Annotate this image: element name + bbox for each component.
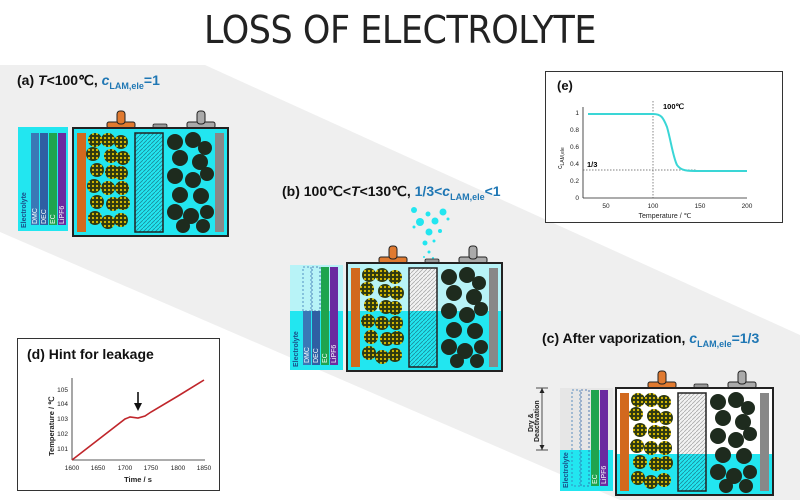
svg-text:1/3: 1/3 [587,160,597,169]
chart-e-plot: 0 0.2 0.4 0.6 0.8 1 50 100 150 200 Tempe… [557,101,753,220]
panel-a-label: (a) T<100℃, cLAM,ele=1 [17,72,160,91]
arrow-down-icon [134,392,142,411]
svg-text:0.6: 0.6 [570,144,579,151]
svg-text:Time / s: Time / s [124,475,152,484]
svg-text:cLAM,ele: cLAM,ele [557,147,566,169]
panel-c-label: (c) After vaporization, cLAM,ele=1/3 [542,330,760,349]
svg-text:0: 0 [575,195,579,202]
svg-text:EC: EC [592,474,599,484]
svg-text:1700: 1700 [118,465,133,472]
panel-d-title: (d) Hint for leakage [27,346,154,362]
svg-text:DEC: DEC [41,209,48,224]
panel-d-chart [17,338,220,491]
chart-d-plot: 101 102 103 104 105 1600 1650 1700 1750 … [47,378,212,484]
vapor-bubbles-icon [411,207,450,259]
panel-e-title: (e) [557,78,573,93]
svg-text:1750: 1750 [144,465,159,472]
svg-text:0.8: 0.8 [570,127,579,134]
svg-text:100℃: 100℃ [663,102,685,111]
svg-text:102: 102 [57,431,68,438]
svg-text:LiPF6: LiPF6 [59,206,66,224]
svg-text:150: 150 [695,203,706,210]
svg-text:0.2: 0.2 [570,178,579,185]
dry-deactivation-bracket: Dry & Deactivation [528,387,548,451]
svg-text:104: 104 [57,401,68,408]
svg-text:0.4: 0.4 [570,161,579,168]
battery-cell-a: Electrolyte DMC DEC EC LiPF6 [18,110,229,237]
svg-text:1800: 1800 [171,465,186,472]
svg-text:Electrolyte: Electrolyte [21,192,28,228]
svg-text:1650: 1650 [91,465,106,472]
svg-text:Dry &: Dry & [528,413,535,432]
electrolyte-legend-c: Electrolyte EC LiPF6 [560,388,613,491]
svg-text:50: 50 [602,203,610,210]
svg-text:DEC: DEC [313,348,320,363]
svg-text:100: 100 [648,203,659,210]
panel-b-label: (b) 100℃<T<130℃, 1/3<cLAM,ele<1 [282,183,501,202]
electrolyte-legend-a: Electrolyte DMC DEC EC LiPF6 [18,127,68,231]
svg-text:1: 1 [575,110,579,117]
electrolyte-legend-b: Electrolyte DMC DEC EC LiPF6 [290,265,343,370]
svg-text:LiPF6: LiPF6 [601,466,608,484]
svg-text:DMC: DMC [304,347,311,363]
svg-text:Electrolyte: Electrolyte [293,331,300,367]
svg-text:EC: EC [50,214,57,224]
svg-text:DMC: DMC [32,208,39,224]
battery-cell-c: Dry & Deactivation Electrolyte EC LiPF6 [528,370,774,496]
svg-text:1600: 1600 [65,465,80,472]
svg-text:Temperature / ℃: Temperature / ℃ [639,213,692,220]
svg-text:Temperature / ℃: Temperature / ℃ [47,396,56,456]
svg-text:101: 101 [57,446,68,453]
svg-text:Deactivation: Deactivation [534,400,541,442]
svg-text:105: 105 [57,387,68,394]
page-title: LOSS OF ELECTROLYTE [203,8,597,52]
svg-text:1850: 1850 [197,465,212,472]
svg-text:LiPF6: LiPF6 [331,345,338,363]
svg-text:103: 103 [57,416,68,423]
svg-text:200: 200 [742,203,753,210]
battery-cell-b: Electrolyte DMC DEC EC LiPF6 [290,245,503,372]
svg-text:EC: EC [322,353,329,363]
svg-text:Electrolyte: Electrolyte [563,452,570,488]
